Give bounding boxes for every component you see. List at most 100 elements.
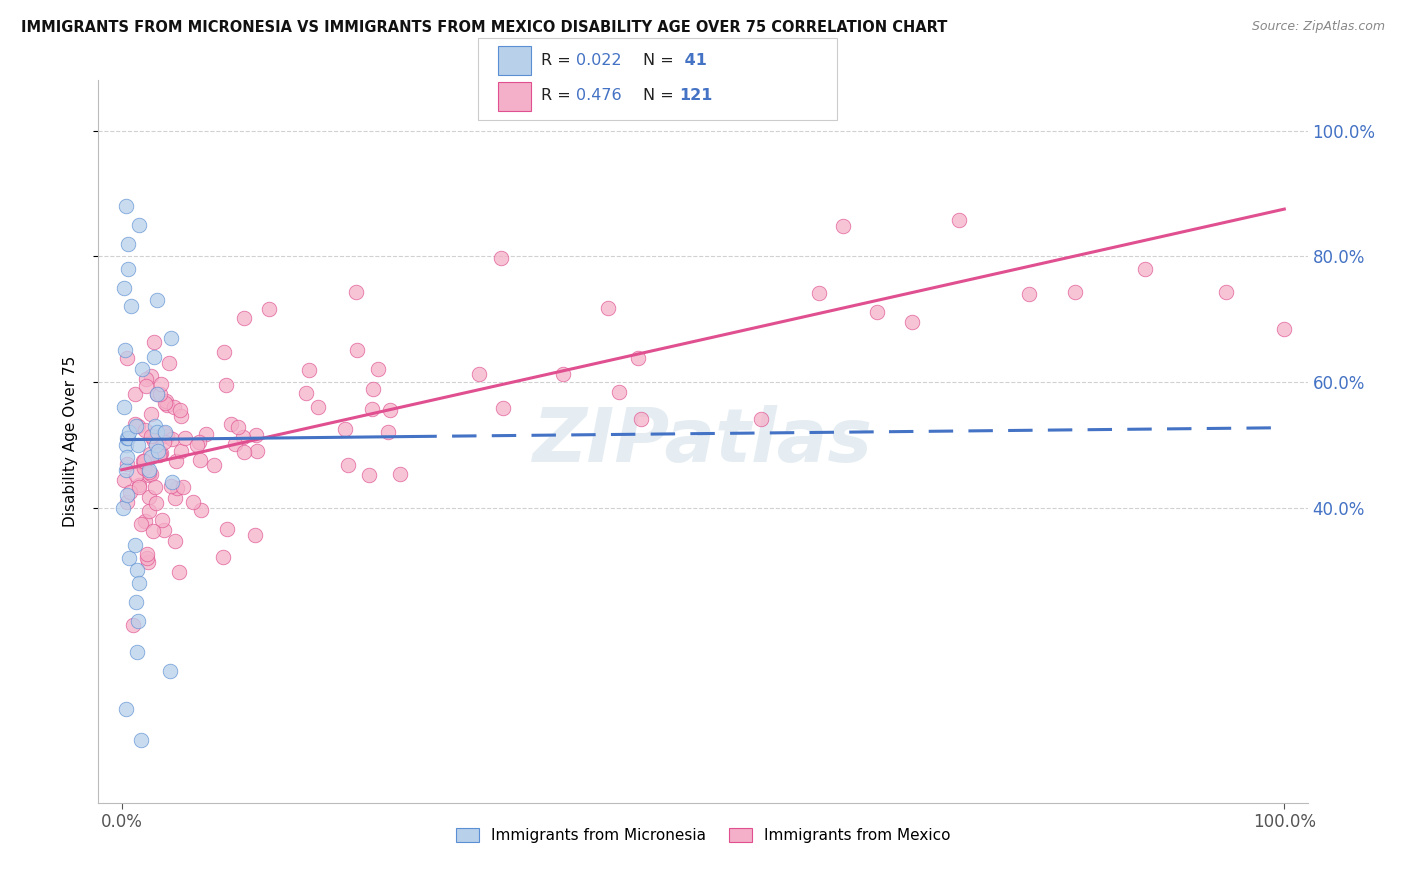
Point — [1064, 285, 1087, 300]
Y-axis label: Disability Age Over 75: Disability Age Over 75 — [63, 356, 77, 527]
Point — [172, 480, 194, 494]
Point — [148, 448, 170, 462]
Point — [143, 434, 166, 449]
Point — [149, 446, 172, 460]
Point — [112, 473, 135, 487]
Point — [159, 479, 181, 493]
Text: R =: R = — [541, 88, 576, 103]
Point — [139, 447, 162, 461]
Point — [232, 430, 254, 444]
Point — [112, 500, 135, 515]
Point — [153, 425, 176, 439]
Text: 0.022: 0.022 — [576, 53, 621, 68]
Point — [173, 430, 195, 444]
Point — [489, 251, 512, 265]
Point — [138, 504, 160, 518]
Text: ZIPatlas: ZIPatlas — [533, 405, 873, 478]
Point — [333, 422, 356, 436]
Point — [142, 524, 165, 538]
Point — [146, 444, 169, 458]
Point — [132, 454, 155, 468]
Point — [808, 285, 831, 300]
Point — [153, 523, 176, 537]
Point — [181, 494, 204, 508]
Point — [553, 367, 575, 381]
Point — [132, 454, 155, 468]
Point — [115, 463, 138, 477]
Point — [468, 368, 491, 382]
Point — [246, 443, 269, 458]
Point — [115, 488, 138, 502]
Text: IMMIGRANTS FROM MICRONESIA VS IMMIGRANTS FROM MEXICO DISABILITY AGE OVER 75 CORR: IMMIGRANTS FROM MICRONESIA VS IMMIGRANTS… — [21, 20, 948, 35]
Point — [163, 491, 186, 505]
Point — [202, 458, 225, 472]
Text: N =: N = — [643, 88, 679, 103]
Point — [115, 701, 138, 715]
Point — [118, 425, 141, 439]
Point — [138, 468, 160, 483]
Point — [166, 481, 188, 495]
Point — [630, 412, 652, 426]
Point — [114, 438, 136, 452]
Point — [377, 425, 399, 439]
Point — [125, 563, 148, 577]
Point — [866, 304, 889, 318]
Point — [142, 429, 165, 443]
Point — [357, 467, 380, 482]
Point — [232, 311, 254, 326]
Point — [190, 503, 212, 517]
Point — [307, 400, 329, 414]
Point — [125, 418, 148, 433]
Point — [160, 475, 183, 490]
Point — [187, 434, 209, 449]
Point — [346, 285, 368, 300]
Point — [135, 372, 157, 386]
Point — [124, 417, 146, 431]
Text: 121: 121 — [679, 88, 713, 103]
Point — [117, 431, 139, 445]
Point — [146, 387, 169, 401]
Point — [153, 435, 176, 450]
Point — [146, 425, 169, 439]
Point — [134, 514, 156, 528]
Point — [125, 645, 148, 659]
Point — [1272, 322, 1295, 336]
Point — [128, 218, 150, 232]
Point — [139, 450, 162, 465]
Point — [117, 261, 139, 276]
Point — [127, 614, 149, 628]
Point — [142, 334, 165, 349]
Point — [243, 527, 266, 541]
Point — [139, 429, 162, 443]
Point — [1018, 287, 1040, 301]
Point — [125, 595, 148, 609]
Point — [115, 351, 138, 365]
Point — [145, 293, 167, 308]
Point — [112, 280, 135, 294]
Point — [170, 409, 193, 424]
Point — [149, 377, 172, 392]
Point — [259, 301, 281, 316]
Point — [194, 427, 217, 442]
Point — [214, 345, 236, 359]
Point — [145, 496, 167, 510]
Point — [294, 385, 316, 400]
Point — [127, 438, 149, 452]
Point — [141, 369, 163, 384]
Point — [117, 431, 139, 445]
Point — [159, 664, 181, 678]
Point — [125, 468, 148, 483]
Point — [139, 467, 162, 482]
Point — [145, 480, 167, 494]
Point — [361, 402, 384, 417]
Point — [117, 236, 139, 251]
Point — [138, 491, 160, 505]
Point — [232, 445, 254, 459]
Point — [153, 425, 176, 440]
Point — [361, 382, 384, 396]
Point — [298, 363, 321, 377]
Point — [163, 401, 186, 415]
Point — [135, 551, 157, 566]
Point — [129, 517, 152, 532]
Point — [128, 575, 150, 590]
